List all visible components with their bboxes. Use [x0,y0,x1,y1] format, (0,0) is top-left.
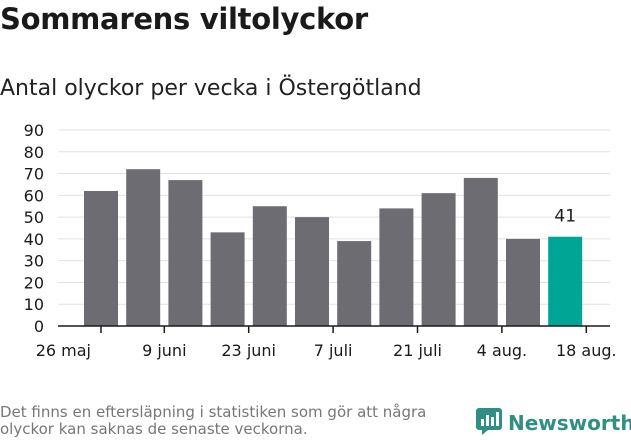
y-axis-ticks: 0 10 20 30 40 50 60 70 80 90 [24,121,44,336]
footnote: Det finns en eftersläpning i statistiken… [0,403,427,438]
x-tick-label: 21 juli [393,341,442,360]
bar [421,193,456,326]
data-label: 41 [554,207,576,227]
x-tick-label: 23 juni [221,341,276,360]
y-tick-label: 0 [34,317,44,336]
x-tick-label: 18 aug. [556,341,617,360]
bar-highlighted [548,236,583,326]
bar [126,169,161,326]
bar [84,190,118,326]
y-tick-label: 20 [24,273,44,292]
x-tick-label: 7 juli [314,341,353,360]
x-axis-ticks: 26 maj 9 juni 23 juni 7 juli 21 juli 4 aug. 18… [36,326,617,360]
y-tick-label: 60 [24,186,44,205]
bar [463,177,498,326]
brand-logo: Newsworthy [476,408,631,438]
newsworthy-logo-icon [476,406,502,440]
x-tick-label: 26 maj [36,341,91,360]
brand-name: Newsworthy [508,411,631,435]
y-tick-label: 50 [24,208,44,227]
y-tick-label: 10 [24,295,44,314]
bar-chart: 0 10 20 30 40 50 60 70 80 90 41 26 maj 9 juni 23 ju… [24,121,617,360]
chart-title: Sommarens viltolyckor [0,2,368,36]
bar [379,208,414,326]
bars [84,169,583,326]
bar [252,206,287,326]
y-tick-label: 80 [24,143,44,162]
y-tick-label: 90 [24,121,44,140]
x-tick-label: 9 juni [142,341,186,360]
bar [506,238,540,326]
bar [295,217,329,326]
chart-subtitle: Antal olyckor per vecka i Östergötland [0,76,422,101]
bar [168,180,203,326]
bar [210,232,245,326]
y-tick-label: 40 [24,230,44,249]
data-labels: 41 [554,207,576,227]
y-tick-label: 70 [24,165,44,184]
bar [337,241,372,326]
y-tick-label: 30 [24,252,44,271]
x-tick-label: 4 aug. [477,341,527,360]
